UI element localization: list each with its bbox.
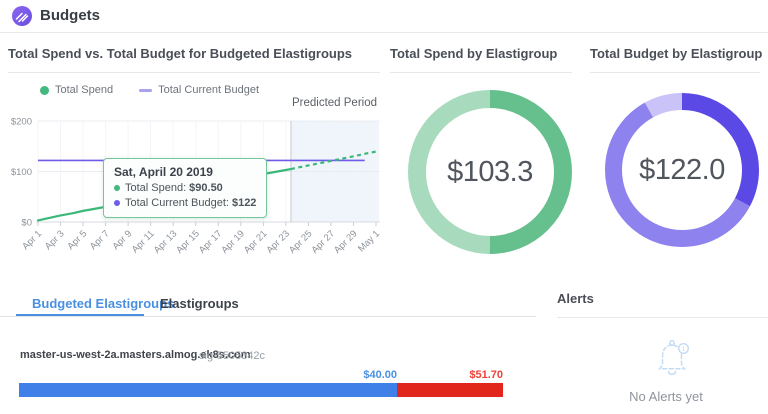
legend-total-budget-label: Total Current Budget [158, 84, 259, 96]
svg-text:Apr 7: Apr 7 [88, 228, 112, 252]
app-header: Budgets [0, 0, 768, 33]
spend-vs-budget-title: Total Spend vs. Total Budget for Budgete… [8, 46, 353, 61]
total-budget-donut-chart [605, 93, 759, 247]
svg-text:Apr 3: Apr 3 [43, 228, 67, 252]
svg-text:$100: $100 [11, 167, 32, 178]
active-tab-underline [16, 314, 144, 316]
total-budget-dash-icon [139, 88, 153, 92]
total-spend-donut-chart [408, 90, 572, 254]
tooltip-spend-row: Total Spend: $90.50 [114, 181, 256, 196]
svg-text:Apr 25: Apr 25 [287, 228, 315, 256]
divider [8, 72, 380, 73]
tooltip-spend-label: Total Spend: [125, 182, 187, 194]
svg-text:Apr 15: Apr 15 [174, 228, 202, 256]
spend-donut-title: Total Spend by Elastigroup [390, 46, 558, 61]
bell-icon: 1 [657, 340, 690, 376]
elastigroup-sig-id: sig-5505342c [199, 350, 266, 362]
budget-donut-title: Total Budget by Elastigroup [590, 46, 763, 61]
tooltip-budget-value: $122 [231, 196, 257, 209]
svg-text:Apr 19: Apr 19 [219, 228, 247, 256]
svg-text:May 1: May 1 [356, 228, 382, 254]
legend-total-spend[interactable]: Total Spend [40, 84, 113, 96]
spend-bullet-icon [114, 185, 120, 192]
svg-text:Apr 17: Apr 17 [197, 228, 225, 256]
svg-text:Apr 5: Apr 5 [65, 228, 89, 252]
total-budget-donut[interactable]: $122.0 [602, 90, 762, 250]
legend-total-spend-label: Total Spend [55, 84, 114, 96]
overspend-amount-label: $51.70 [469, 369, 503, 381]
spend-amount-label: $40.00 [363, 369, 397, 381]
tooltip-budget-label: Total Current Budget: [125, 196, 229, 209]
svg-text:Apr 23: Apr 23 [264, 228, 292, 256]
tooltip-date: Sat, April 20 2019 [114, 165, 213, 179]
no-alerts-text: No Alerts yet [629, 389, 703, 404]
bar-overspend-segment [397, 383, 503, 397]
tooltip-spend-value: $90.50 [189, 182, 223, 194]
budget-bullet-icon [114, 199, 120, 206]
bar-spend-segment [19, 383, 397, 397]
total-spend-dot-icon [40, 85, 49, 95]
divider [390, 72, 572, 73]
svg-text:$200: $200 [11, 117, 32, 128]
svg-text:Apr 29: Apr 29 [332, 228, 360, 256]
budget-progress-bar [19, 383, 503, 397]
chart-legend: Total Spend Total Current Budget [40, 84, 259, 96]
svg-text:$0: $0 [21, 218, 32, 229]
svg-text:Apr 11: Apr 11 [130, 228, 157, 255]
chart-tooltip: Sat, April 20 2019 Total Spend: $90.50 T… [103, 158, 268, 218]
svg-text:1: 1 [682, 346, 686, 353]
total-spend-donut[interactable]: $103.3 [405, 87, 575, 257]
total-budget-value: $122.0 [639, 153, 725, 186]
page-title: Budgets [40, 7, 100, 24]
tabs-divider [0, 316, 536, 317]
legend-total-current-budget[interactable]: Total Current Budget [139, 84, 259, 96]
tab-budgeted-elastigroups[interactable]: Budgeted Elastigroups [32, 296, 175, 311]
svg-text:Apr 13: Apr 13 [152, 228, 180, 256]
divider [557, 317, 768, 318]
tooltip-budget-row: Total Current Budget: $122 [114, 196, 256, 211]
divider [590, 72, 760, 73]
tab-elastigroups[interactable]: Elastigroups [160, 296, 239, 311]
total-spend-value: $103.3 [447, 155, 533, 188]
alerts-title: Alerts [557, 291, 594, 306]
svg-text:Apr 27: Apr 27 [309, 228, 337, 256]
predicted-period-label: Predicted Period [291, 97, 377, 109]
elastigroup-name: master-us-west-2a.masters.almog.ek8s.com [20, 349, 251, 361]
svg-text:Apr 1: Apr 1 [20, 228, 44, 252]
spotinst-logo[interactable] [12, 6, 32, 26]
svg-text:Apr 21: Apr 21 [242, 228, 270, 256]
